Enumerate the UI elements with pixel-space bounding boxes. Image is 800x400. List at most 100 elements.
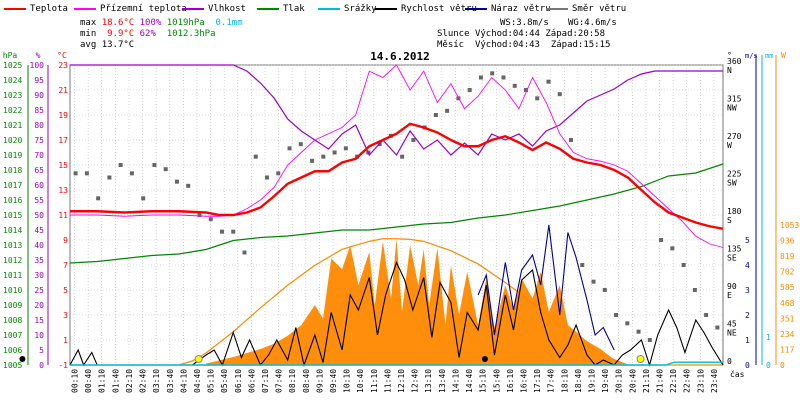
- direction-point: [433, 113, 438, 117]
- humidity-tick: 50: [34, 211, 44, 220]
- humidity-tick: 15: [34, 316, 44, 325]
- x-axis-label: čas: [730, 369, 745, 379]
- axis-unit-deg: °: [727, 51, 732, 60]
- wind-tick: 2: [745, 311, 750, 320]
- moonset-marker: [481, 356, 488, 362]
- legend-label: Přízemní teplota: [100, 4, 187, 14]
- x-tick-label: 01:10: [98, 369, 107, 393]
- x-tick-label: 06:40: [247, 369, 256, 393]
- temperature-line: [70, 122, 724, 230]
- legend-label: Rychlost větru: [401, 4, 477, 14]
- moon-times: Měsíc Východ:04:43 Západ:15:15: [437, 40, 611, 50]
- direction-point: [231, 229, 236, 234]
- x-tick-label: 13:10: [424, 369, 433, 393]
- direction-point: [332, 150, 337, 155]
- legend-swatch: [318, 8, 340, 10]
- solar-tick: 936: [780, 237, 795, 246]
- rain-tick: 0: [766, 361, 771, 370]
- humidity-tick: 95: [34, 76, 44, 85]
- pressure-tick: 1012: [3, 256, 22, 265]
- direction-point: [163, 167, 168, 172]
- direction-deg-tick: 0: [727, 357, 732, 366]
- pressure-tick: 1018: [3, 166, 22, 175]
- direction-point: [219, 229, 224, 234]
- x-tick-label: 20:40: [628, 369, 637, 393]
- x-tick-label: 07:40: [275, 369, 284, 393]
- solar-tick: 351: [780, 314, 795, 323]
- x-tick-label: 21:10: [642, 369, 651, 393]
- solar-tick: 0: [780, 361, 785, 370]
- humidity-tick: 25: [34, 286, 44, 295]
- humidity-tick: 90: [34, 91, 44, 100]
- legend-item: Vlhkost: [182, 3, 246, 15]
- x-tick-label: 23:10: [696, 369, 705, 393]
- pressure-tick: 1010: [3, 286, 22, 295]
- legend-swatch: [465, 8, 487, 10]
- x-tick-label: 06:10: [234, 369, 243, 393]
- legend-label: Náraz větru: [491, 4, 551, 14]
- moonrise-marker: [19, 356, 26, 362]
- x-tick-label: 07:10: [261, 369, 270, 393]
- temp-tick: 13: [58, 186, 68, 195]
- ground-temp-line: [70, 64, 724, 248]
- direction-point: [445, 108, 450, 113]
- direction-point: [118, 163, 123, 167]
- x-tick-label: 02:40: [139, 369, 148, 393]
- x-tick-label: 17:10: [533, 369, 542, 393]
- humidity-tick: 40: [34, 241, 44, 250]
- direction-point: [411, 138, 416, 142]
- x-tick-label: 00:40: [84, 369, 93, 393]
- x-tick-label: 08:40: [302, 369, 311, 393]
- temp-tick: 3: [63, 311, 68, 320]
- direction-point: [715, 325, 720, 330]
- x-tick-label: 10:40: [356, 369, 365, 393]
- x-tick-label: 14:10: [451, 369, 460, 393]
- direction-deg-tick: 90: [727, 282, 737, 291]
- humidity-tick: 10: [34, 331, 44, 340]
- x-tick-label: 21:40: [656, 369, 665, 393]
- direction-deg-tick: 315: [727, 95, 742, 104]
- legend-label: Vlhkost: [208, 4, 246, 14]
- humidity-tick: 45: [34, 226, 44, 235]
- x-tick-label: 01:40: [111, 369, 120, 393]
- solar-area: [206, 238, 628, 365]
- direction-point: [591, 279, 596, 284]
- solar-tick: 702: [780, 268, 795, 277]
- humidity-tick: 70: [34, 151, 44, 160]
- direction-point: [647, 338, 652, 342]
- x-tick-label: 05:10: [207, 369, 216, 393]
- temp-tick: 17: [58, 136, 68, 145]
- direction-point: [636, 329, 641, 334]
- direction-name-tick: NW: [727, 104, 737, 113]
- x-tick-label: 08:10: [288, 369, 297, 393]
- solar-tick: 234: [780, 330, 795, 339]
- rain-tick: 1: [766, 333, 771, 342]
- x-tick-label: 11:10: [370, 369, 379, 393]
- direction-point: [467, 88, 472, 92]
- legend-swatch: [546, 8, 568, 10]
- pressure-tick: 1017: [3, 181, 22, 190]
- legend-label: Srážky: [344, 4, 377, 14]
- direction-point: [96, 196, 101, 201]
- direction-point: [174, 179, 179, 184]
- direction-point: [659, 238, 664, 242]
- sunrise-marker: [194, 355, 203, 363]
- direction-name-tick: NE: [727, 329, 737, 338]
- x-tick-label: 12:40: [411, 369, 420, 393]
- humidity-tick: 55: [34, 196, 44, 205]
- x-tick-label: 11:40: [383, 369, 392, 393]
- x-tick-label: 03:40: [166, 369, 175, 393]
- temp-tick: -1: [58, 361, 68, 370]
- legend-item: Náraz větru: [465, 3, 551, 15]
- temp-tick: 19: [58, 111, 68, 120]
- x-tick-label: 04:40: [193, 369, 202, 393]
- direction-name-tick: E: [727, 291, 732, 300]
- direction-deg-tick: 180: [727, 207, 742, 216]
- pressure-tick: 1021: [3, 121, 22, 130]
- direction-point: [681, 263, 686, 267]
- direction-point: [197, 213, 202, 217]
- temp-tick: 5: [63, 286, 68, 295]
- legend-label: Směr větru: [572, 4, 627, 14]
- x-tick-label: 16:10: [506, 369, 515, 393]
